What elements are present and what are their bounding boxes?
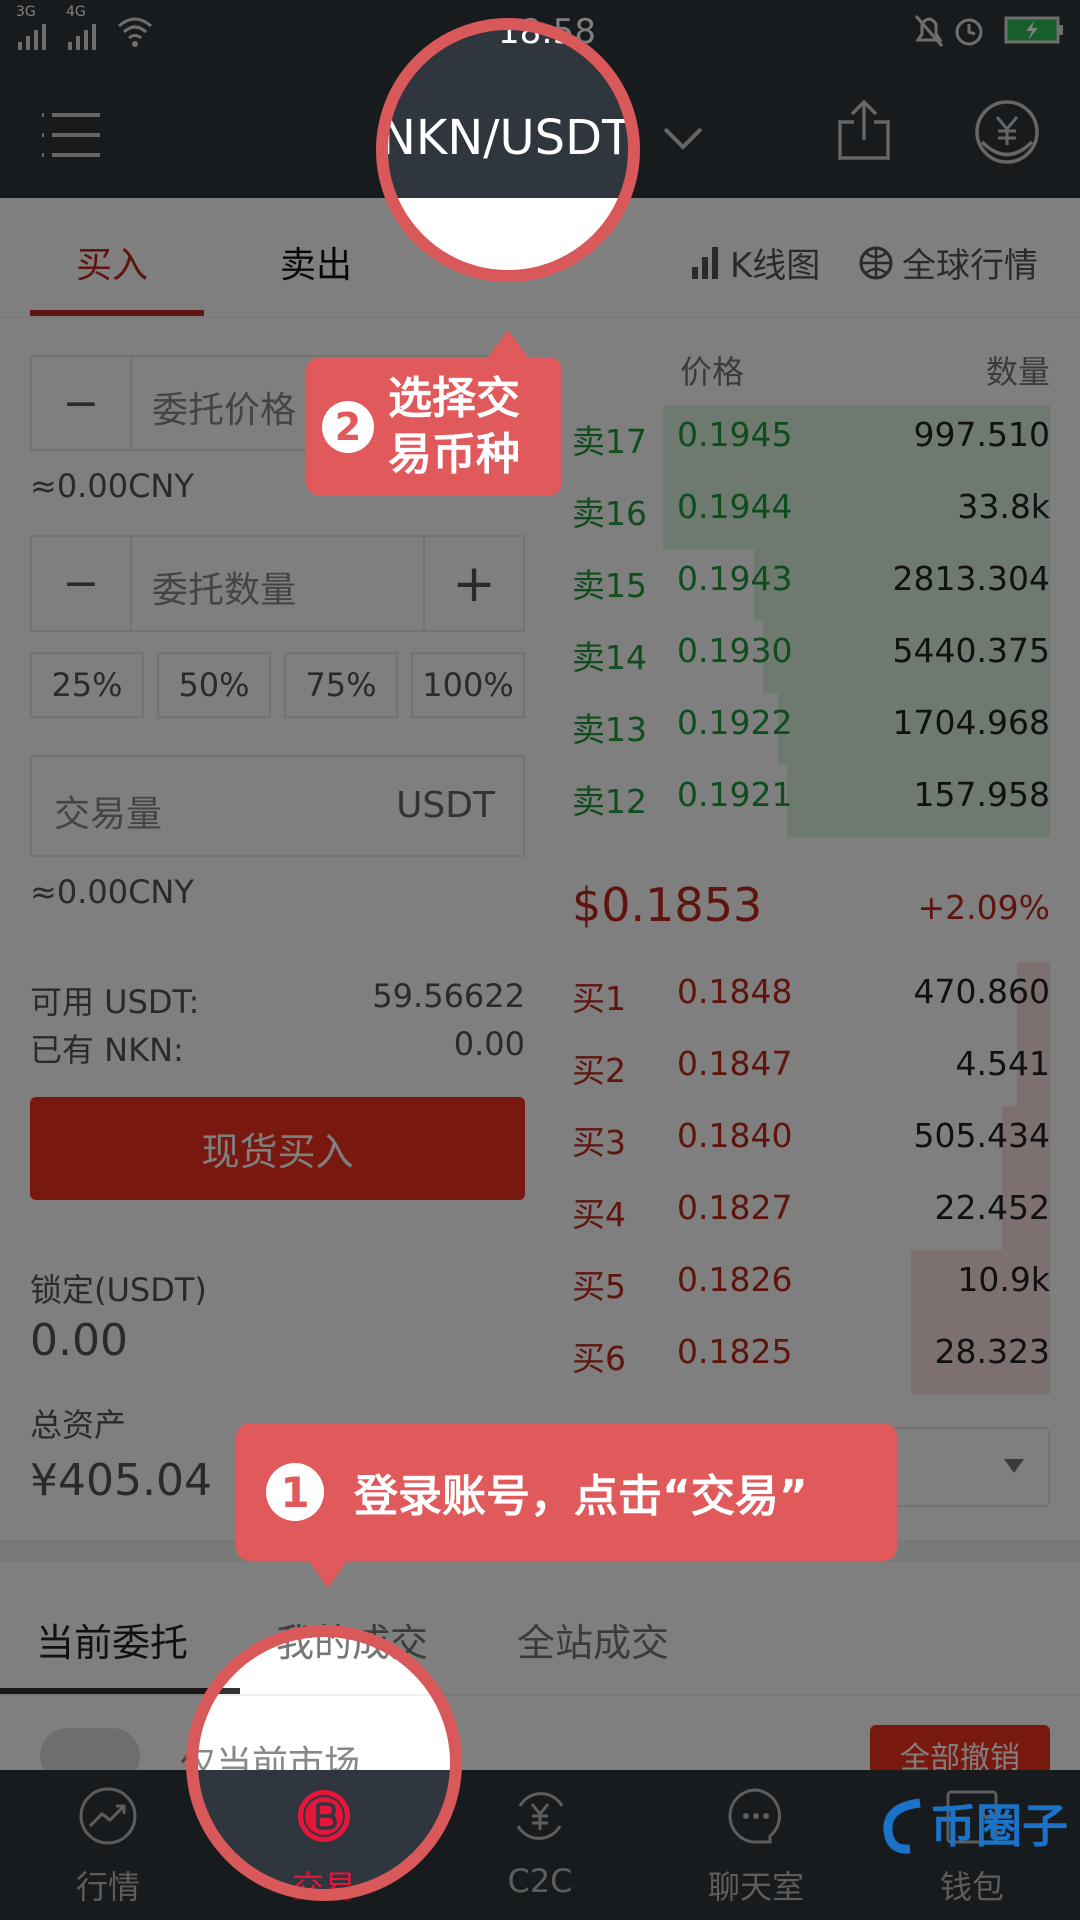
guide-tooltip-step2: 2 选择交易币种: [306, 357, 562, 496]
watermark-text: 币圈子: [930, 1799, 1068, 1853]
guide-tooltip-step1: 1 登录账号，点击“交易”: [236, 1423, 897, 1561]
watermark-c-icon: [883, 1798, 921, 1854]
guide-text: 选择交易币种: [388, 372, 520, 480]
tooltip-arrow: [308, 1560, 348, 1588]
step-number-badge: 2: [322, 400, 374, 453]
step-number-badge: 1: [266, 1463, 324, 1521]
guide-text: 登录账号，点击“交易”: [354, 1471, 808, 1522]
tooltip-arrow: [488, 330, 528, 357]
spotlight-ring-trade: [186, 1625, 462, 1901]
watermark-logo: 币圈子: [880, 1796, 1068, 1856]
spotlight-ring-pair: [376, 18, 640, 282]
